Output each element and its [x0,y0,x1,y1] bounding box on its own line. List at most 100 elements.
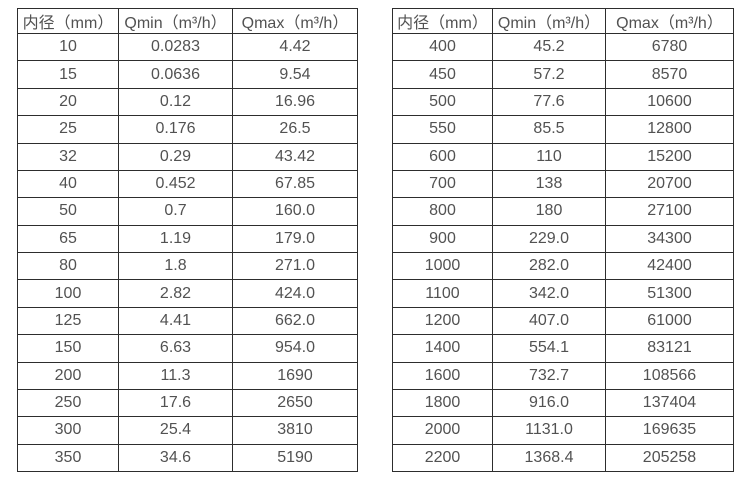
cell-diameter: 800 [392,197,493,226]
table-row: 2200 1368.4 205258 [392,443,734,473]
cell-qmin: 25.4 [118,416,233,445]
cell-diameter: 1100 [392,279,493,308]
cell-diameter: 500 [392,87,493,117]
table-row: 32 0.29 43.42 [17,142,358,171]
cell-qmax: 16.96 [232,87,358,117]
table-row: 50 0.7 160.0 [17,197,358,226]
cell-qmax: 83121 [605,334,734,363]
flow-spec-table-large-diameters: 内径（mm） Qmin（m³/h） Qmax（m³/h） 400 45.2 6780… [392,8,734,473]
table-body: 400 45.2 6780 450 57.2 8570 500 77.6 10600 550 85.… [392,32,734,473]
cell-qmax: 42400 [605,251,734,281]
flow-spec-table-small-diameters: 内径（mm） Qmin（m³/h） Qmax（m³/h） 10 0.0283 4.4… [17,8,358,473]
cell-qmax: 108566 [605,361,734,390]
cell-diameter: 250 [17,388,119,418]
cell-qmin: 4.41 [118,306,233,336]
table-row: 65 1.19 179.0 [17,224,358,254]
cell-qmin: 77.6 [492,87,606,117]
cell-diameter: 125 [17,306,119,336]
cell-diameter: 25 [17,115,119,144]
table-row: 20 0.12 16.96 [17,87,358,117]
cell-qmax: 27100 [605,197,734,226]
cell-qmax: 12800 [605,115,734,144]
cell-qmax: 26.5 [232,115,358,144]
cell-qmax: 179.0 [232,224,358,254]
table-row: 700 138 20700 [392,169,734,199]
table-row: 1400 554.1 83121 [392,334,734,363]
cell-qmax: 1690 [232,361,358,390]
table-row: 300 25.4 3810 [17,416,358,445]
table-row: 600 110 15200 [392,142,734,171]
cell-qmin: 0.452 [118,169,233,199]
header-qmin: Qmin（m³/h） [118,8,233,34]
table-row: 125 4.41 662.0 [17,306,358,336]
table-row: 1100 342.0 51300 [392,279,734,308]
cell-qmin: 1.8 [118,251,233,281]
cell-qmax: 4.42 [232,32,358,62]
cell-qmax: 20700 [605,169,734,199]
cell-diameter: 2000 [392,416,493,445]
cell-qmin: 2.82 [118,279,233,308]
table-row: 200 11.3 1690 [17,361,358,390]
cell-qmax: 34300 [605,224,734,254]
cell-qmin: 0.29 [118,142,233,171]
cell-diameter: 550 [392,115,493,144]
table-row: 550 85.5 12800 [392,115,734,144]
cell-qmax: 5190 [232,443,358,473]
cell-diameter: 900 [392,224,493,254]
table-row: 15 0.0636 9.54 [17,60,358,89]
cell-qmax: 169635 [605,416,734,445]
header-qmax: Qmax（m³/h） [605,8,734,34]
table-row: 450 57.2 8570 [392,60,734,89]
table-row: 150 6.63 954.0 [17,334,358,363]
cell-diameter: 1200 [392,306,493,336]
cell-qmin: 1131.0 [492,416,606,445]
cell-qmax: 9.54 [232,60,358,89]
cell-qmin: 34.6 [118,443,233,473]
cell-qmax: 3810 [232,416,358,445]
cell-qmin: 342.0 [492,279,606,308]
cell-diameter: 1800 [392,388,493,418]
cell-diameter: 450 [392,60,493,89]
cell-qmin: 1368.4 [492,443,606,473]
cell-qmin: 0.7 [118,197,233,226]
cell-qmax: 10600 [605,87,734,117]
table-row: 80 1.8 271.0 [17,251,358,281]
cell-qmax: 43.42 [232,142,358,171]
cell-qmin: 138 [492,169,606,199]
cell-qmin: 0.176 [118,115,233,144]
cell-diameter: 2200 [392,443,493,473]
cell-qmin: 0.0283 [118,32,233,62]
table-body: 10 0.0283 4.42 15 0.0636 9.54 20 0.12 16.96 25 0.1… [17,32,358,473]
table-row: 350 34.6 5190 [17,443,358,473]
header-diameter: 内径（mm） [17,8,119,34]
cell-qmin: 916.0 [492,388,606,418]
cell-diameter: 65 [17,224,119,254]
cell-qmin: 110 [492,142,606,171]
cell-diameter: 1400 [392,334,493,363]
cell-diameter: 15 [17,60,119,89]
cell-diameter: 20 [17,87,119,117]
cell-qmin: 85.5 [492,115,606,144]
table-row: 100 2.82 424.0 [17,279,358,308]
header-row: 内径（mm） Qmin（m³/h） Qmax（m³/h） [17,8,358,34]
table-row: 1200 407.0 61000 [392,306,734,336]
table-row: 400 45.2 6780 [392,32,734,62]
table-row: 1600 732.7 108566 [392,361,734,390]
cell-diameter: 80 [17,251,119,281]
cell-qmin: 17.6 [118,388,233,418]
cell-qmin: 732.7 [492,361,606,390]
table-row: 2000 1131.0 169635 [392,416,734,445]
cell-diameter: 100 [17,279,119,308]
cell-diameter: 40 [17,169,119,199]
table-row: 10 0.0283 4.42 [17,32,358,62]
table-row: 250 17.6 2650 [17,388,358,418]
cell-qmax: 6780 [605,32,734,62]
cell-diameter: 10 [17,32,119,62]
header-qmax: Qmax（m³/h） [232,8,358,34]
header-diameter: 内径（mm） [392,8,493,34]
cell-qmax: 8570 [605,60,734,89]
cell-diameter: 400 [392,32,493,62]
cell-qmin: 1.19 [118,224,233,254]
cell-qmin: 11.3 [118,361,233,390]
cell-diameter: 600 [392,142,493,171]
